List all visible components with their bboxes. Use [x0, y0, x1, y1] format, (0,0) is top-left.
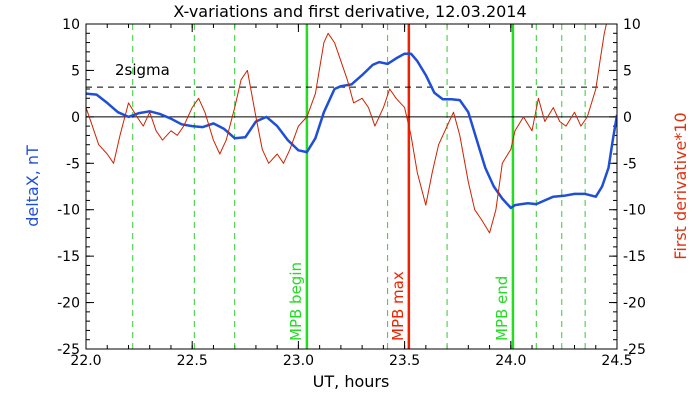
mpb-marker-label: MPB begin	[287, 262, 305, 341]
y-tick-label-left: -20	[57, 296, 80, 312]
y-tick-label-left: -5	[66, 156, 80, 172]
y-tick-label-left: 5	[71, 63, 80, 79]
y-tick-label-left: 10	[62, 17, 80, 33]
y-tick-label-right: -5	[623, 156, 637, 172]
x-tick-label: 22.5	[177, 353, 208, 369]
x-tick-label: 22.0	[70, 353, 101, 369]
y-tick-label-right: -20	[623, 296, 646, 312]
y-axis-label-right: First derivative*10	[671, 112, 690, 259]
series-lines	[86, 24, 617, 234]
x-tick-label: 23.0	[283, 353, 314, 369]
x-tick-label: 24.5	[601, 353, 632, 369]
x-tick-label: 24.0	[495, 353, 526, 369]
mpb-marker-label: MPB end	[493, 276, 511, 341]
vertical-lines	[132, 24, 586, 349]
series-line-derivative	[86, 24, 607, 234]
y-tick-label-left: -10	[57, 203, 80, 219]
y-tick-label-right: -15	[623, 249, 646, 265]
reference-lines	[86, 86, 617, 118]
x-tick-label: 23.5	[389, 353, 420, 369]
y-tick-label-right: 0	[623, 110, 632, 126]
y-tick-label-right: 5	[623, 63, 632, 79]
chart-title: X-variations and first derivative, 12.03…	[173, 2, 526, 21]
series-line-deltaX	[86, 52, 617, 210]
plot-area	[86, 24, 617, 349]
y-tick-label-left: 0	[71, 110, 80, 126]
x-axis-label: UT, hours	[313, 372, 390, 391]
plot-frame	[85, 23, 618, 350]
y-tick-label-left: -15	[57, 249, 80, 265]
y-tick-label-left: -25	[57, 342, 80, 358]
axis-tick-labels: 22.0 22.5 23.0 23.5 24.0 24.5 10 10 5 5 0 0 -5 -5 -10 -…	[57, 17, 646, 369]
mpb-marker-label: MPB max	[389, 271, 407, 341]
marker-labels: MPB begin MPB max MPB end	[287, 262, 511, 341]
y-axis-label-left: deltaX, nT	[23, 145, 42, 227]
sigma-label: 2sigma	[115, 61, 170, 79]
y-tick-label-right: 10	[623, 17, 641, 33]
y-tick-label-right: -25	[623, 342, 646, 358]
y-tick-label-right: -10	[623, 203, 646, 219]
